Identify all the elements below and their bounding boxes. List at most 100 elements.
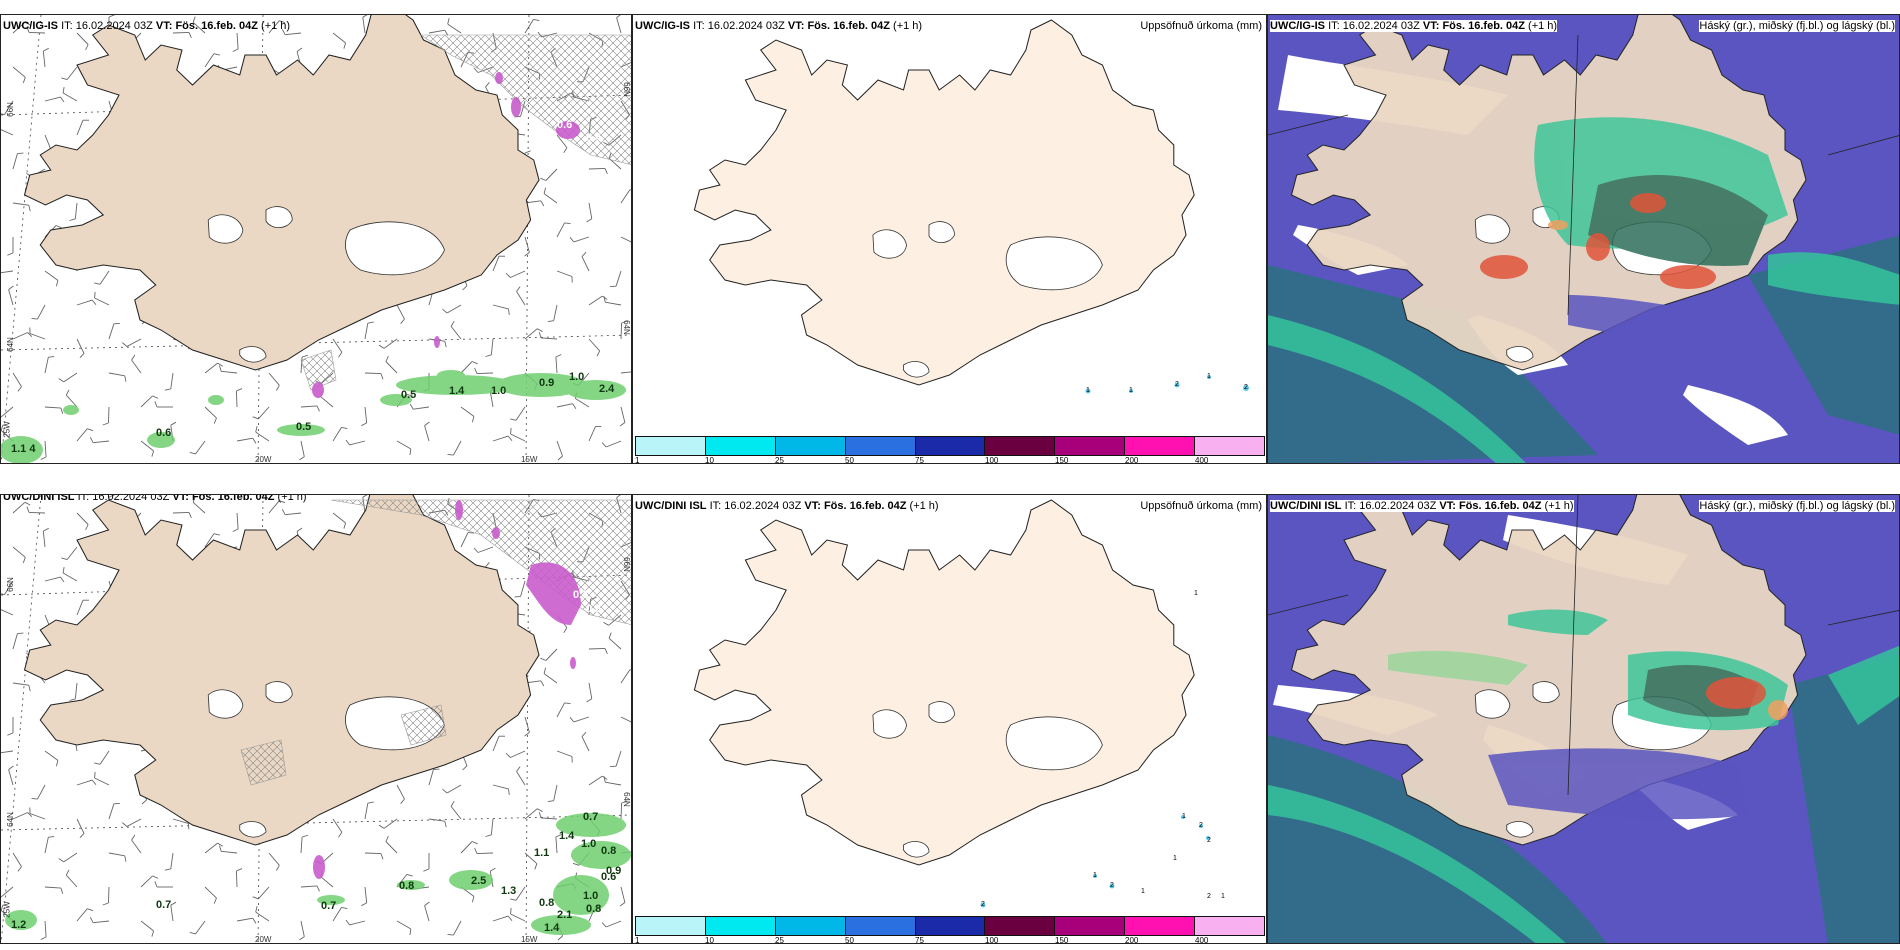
wind-barb-feather [367,321,374,324]
wind-barb-feather [89,917,94,923]
wind-barb-feather [24,21,31,26]
colorbar-swatch [985,917,1056,935]
wind-barb [516,291,526,306]
wind-barb [447,23,462,34]
wind-barb-feather [213,417,217,424]
wind-barb [615,270,622,287]
wind-barb-feather [296,47,303,52]
colorbar-tick: 400 [1195,456,1209,464]
wind-barb-feather [505,272,511,278]
wind-barb-feather [1,904,4,911]
wind-barb [524,200,541,204]
wind-barb [44,134,52,150]
panel-subtitle: Uppsöfnuð úrkoma (mm) [1140,20,1262,32]
wind-barb [520,580,526,597]
wind-barb [396,440,412,450]
model-name: UWC/IG-IS [1270,20,1325,32]
wind-barb [268,852,280,866]
wind-barb-feather [564,702,571,705]
wind-barb [65,874,78,888]
wind-barb-feather [406,873,413,877]
wind-barb [44,750,59,761]
wind-barb [76,32,89,45]
wind-barb [492,256,500,272]
wind-barb-feather [60,887,64,894]
wind-barb [285,512,302,516]
wind-barb [37,304,46,320]
wind-barb-feather [433,768,440,771]
wind-barb [428,29,445,34]
wind-barb-feather [362,495,368,498]
wind-barb-feather [485,82,490,88]
wind-barb-feather [510,418,517,421]
wind-barb-feather [341,906,348,910]
wind-barb-feather [122,342,128,347]
wind-barb [428,769,434,786]
wind-barb [450,806,462,820]
wind-barb-feather [61,77,68,81]
glacier [903,361,930,378]
wind-barb [510,433,526,442]
wind-barb-feather [533,18,540,22]
precip-value: 1 [1221,893,1225,900]
glacier [1474,689,1511,719]
wind-barb-feather [8,765,14,770]
it-value: 16.02.2024 03Z [1359,500,1437,512]
wind-barb [300,920,305,937]
wind-barb-feather [378,344,385,349]
colorbar-swatch [636,437,706,455]
wind-barb-feather [507,435,513,441]
wind-barb [236,32,239,50]
lon-label-25: 25W [2,901,12,918]
wind-barb [195,920,206,935]
wind-barb [349,440,366,446]
wind-barb [605,301,622,306]
wind-barb [515,406,526,421]
wind-barb [492,304,509,310]
wind-barb [12,852,22,867]
wind-barb [204,842,218,854]
wind-barb-feather [131,834,136,841]
wind-barb [492,915,509,922]
map-canvas [1268,495,1899,943]
wind-barb-feather [621,320,628,324]
wind-barb [62,92,78,102]
colorbar-swatch [705,917,776,935]
colorbar-ticks: 1 10 25 50 75 100 150 200 400 [635,936,1265,944]
wind-barb [93,440,110,444]
wind-barb [606,440,622,448]
wind-barb-feather [508,308,510,315]
wind-barb-feather [281,29,286,35]
colorbar-swatch [845,437,916,455]
wind-barb-feather [586,698,593,703]
wind-barb-feather [338,352,343,358]
wind-barb-feather [555,834,562,838]
wind-barb-feather [8,285,14,290]
wind-barb [12,202,29,206]
precip-value: 2 [981,901,985,908]
glacier [239,821,267,838]
wind-barb-feather [281,509,286,515]
precip-value: 2 [1110,882,1114,889]
wind-barb-feather [164,868,171,871]
wind-barb-feather [450,320,455,327]
wind-barb-feather [236,868,243,872]
colorbar-tick: 100 [985,456,999,464]
precip-label: 0.3 [586,603,602,615]
wind-barb [204,533,215,548]
glacier [239,346,267,363]
precip-label: 0.9 [606,865,622,877]
wind-barb-feather [447,453,454,456]
colorbar-tick: 200 [1125,936,1139,944]
wind-barb [556,222,565,238]
wind-barb-feather [102,422,109,426]
wind-barb [74,202,78,219]
wind-barb [66,546,78,560]
precip-label: 0.8 [601,845,617,857]
glacier [1532,681,1560,704]
wind-barb-feather [569,237,575,243]
wind-barb-feather [48,355,55,358]
wind-barb-feather [219,365,222,372]
wind-barb [524,19,534,34]
wind-barb [204,406,217,419]
